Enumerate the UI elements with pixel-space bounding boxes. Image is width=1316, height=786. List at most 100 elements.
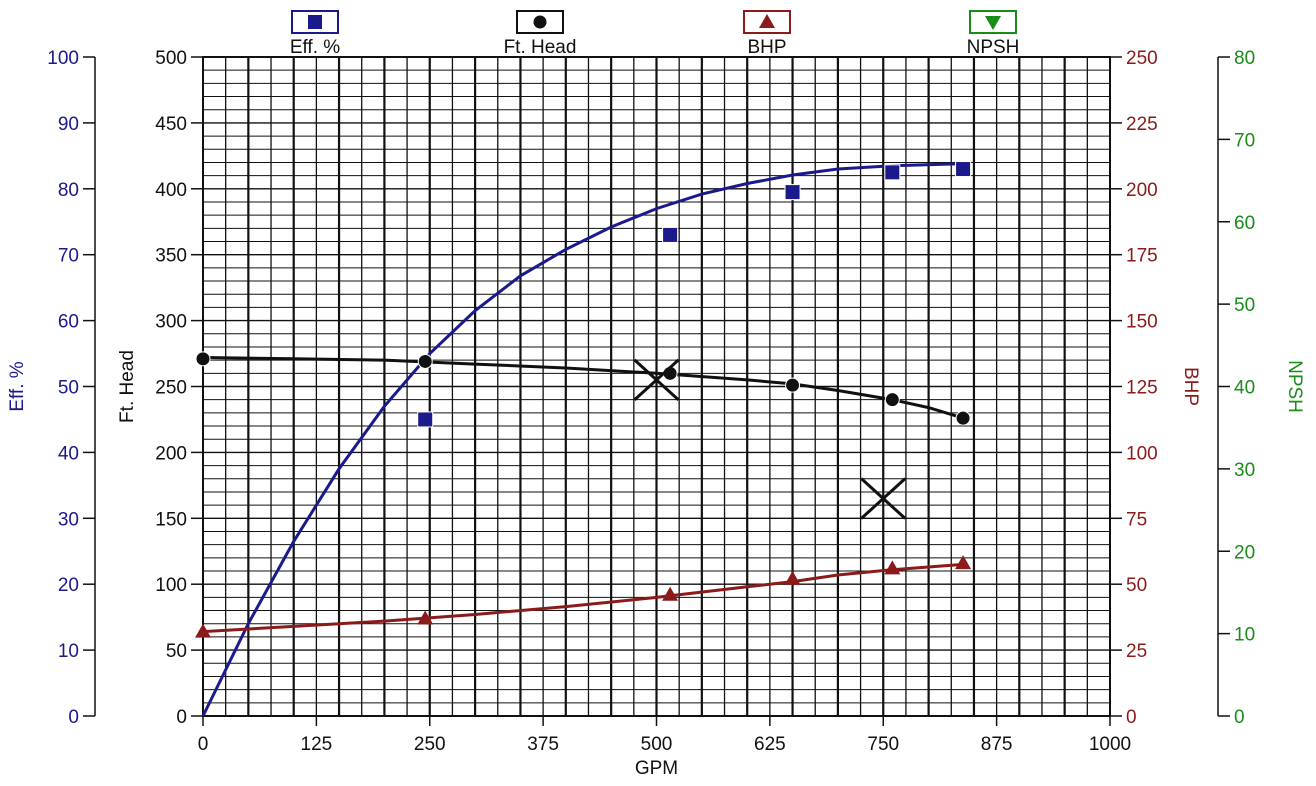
- tick-label-eff: 10: [58, 641, 79, 662]
- data-point-eff: [884, 164, 901, 181]
- x-mark-annotation: [633, 358, 680, 402]
- data-point-head: [195, 351, 211, 367]
- tick-label-head: 100: [155, 575, 187, 596]
- x-tick-label: 125: [301, 734, 333, 755]
- tick-label-head: 150: [155, 509, 187, 530]
- tick-label-eff: 50: [58, 378, 79, 399]
- x-tick-label: 625: [754, 734, 786, 755]
- data-point-eff: [662, 226, 679, 243]
- tick-label-npsh: 50: [1234, 295, 1255, 316]
- annotations: [633, 358, 907, 520]
- tick-label-npsh: 80: [1234, 48, 1255, 69]
- x-mark-stroke: [633, 358, 680, 402]
- legend-marker-head: [532, 14, 548, 30]
- legend: Eff. % Ft. Head BHP NPSH: [290, 10, 1020, 58]
- axis-title-bhp: BHP: [1180, 367, 1201, 406]
- data-point-eff: [417, 411, 434, 428]
- x-axis-title: GPM: [635, 758, 678, 779]
- legend-item-eff: Eff. %: [290, 10, 340, 58]
- tick-label-bhp: 25: [1126, 641, 1147, 662]
- legend-marker-bhp: [759, 14, 775, 28]
- x-tick-label: 875: [981, 734, 1013, 755]
- tick-label-eff: 40: [58, 443, 79, 464]
- tick-label-bhp: 125: [1126, 378, 1158, 399]
- tick-label-head: 350: [155, 246, 187, 267]
- tick-label-npsh: 70: [1234, 130, 1255, 151]
- data-point-bhp: [417, 610, 434, 625]
- tick-label-head: 0: [176, 707, 187, 728]
- axis-npsh: 0 10 20 30 40 50 60 70 80 NPSH: [1217, 48, 1305, 728]
- x-tick-label: 375: [527, 734, 559, 755]
- legend-item-npsh: NPSH: [967, 10, 1020, 58]
- data-point-bhp: [884, 560, 901, 575]
- tick-label-npsh: 60: [1234, 213, 1255, 234]
- data-point-head: [417, 353, 433, 369]
- x-mark-annotation: [860, 477, 907, 520]
- tick-label-bhp: 250: [1126, 48, 1158, 69]
- tick-label-npsh: 0: [1234, 707, 1245, 728]
- legend-label-bhp: BHP: [747, 37, 786, 58]
- legend-marker-eff: [307, 14, 323, 30]
- tick-label-head: 500: [155, 48, 187, 69]
- tick-label-eff: 0: [68, 707, 79, 728]
- tick-label-eff: 30: [58, 509, 79, 530]
- data-point-bhp: [195, 623, 211, 638]
- tick-label-npsh: 10: [1234, 625, 1255, 646]
- tick-label-eff: 90: [58, 114, 79, 135]
- data-point-head: [955, 410, 971, 426]
- series-head: [195, 351, 971, 426]
- legend-item-head: Ft. Head: [504, 10, 577, 58]
- tick-label-bhp: 225: [1126, 114, 1158, 135]
- axis-title-head: Ft. Head: [117, 350, 138, 423]
- series: [195, 161, 972, 717]
- tick-label-bhp: 75: [1126, 509, 1147, 530]
- legend-marker-npsh: [985, 16, 1001, 30]
- tick-label-head: 50: [166, 641, 187, 662]
- tick-label-npsh: 20: [1234, 542, 1255, 563]
- data-point-head: [785, 377, 801, 393]
- data-point-bhp: [662, 586, 679, 601]
- tick-label-eff: 60: [58, 312, 79, 333]
- series-bhp: [195, 555, 972, 638]
- tick-label-eff: 100: [47, 48, 79, 69]
- x-tick-label: 0: [198, 734, 209, 755]
- data-point-eff: [784, 184, 801, 201]
- tick-label-eff: 20: [58, 575, 79, 596]
- tick-label-bhp: 175: [1126, 246, 1158, 267]
- tick-label-eff: 70: [58, 246, 79, 267]
- legend-label-npsh: NPSH: [967, 37, 1020, 58]
- axis-title-eff: Eff. %: [7, 361, 28, 411]
- tick-label-bhp: 100: [1126, 443, 1158, 464]
- axis-bhp: 0 25 50 75 100 125 150 175 200 225 250 BHP: [1109, 48, 1201, 728]
- axis-x: 0 125 250 375 500 625 750 875 1000 GPM: [198, 716, 1131, 779]
- x-mark-stroke: [860, 477, 907, 520]
- tick-label-bhp: 150: [1126, 312, 1158, 333]
- tick-label-head: 450: [155, 114, 187, 135]
- tick-label-head: 400: [155, 180, 187, 201]
- legend-item-bhp: BHP: [743, 10, 791, 58]
- tick-label-eff: 80: [58, 180, 79, 201]
- series-line-eff: [201, 162, 961, 717]
- series-line-bhp: [202, 562, 964, 634]
- tick-label-npsh: 40: [1234, 378, 1255, 399]
- tick-label-bhp: 200: [1126, 180, 1158, 201]
- series-eff: [201, 161, 972, 717]
- tick-label-head: 300: [155, 312, 187, 333]
- tick-label-bhp: 50: [1126, 575, 1147, 596]
- legend-label-head: Ft. Head: [504, 37, 577, 58]
- data-point-head: [884, 392, 900, 408]
- tick-label-npsh: 30: [1234, 460, 1255, 481]
- x-tick-label: 250: [414, 734, 446, 755]
- data-point-eff: [955, 161, 972, 178]
- data-point-bhp: [784, 570, 801, 585]
- axis-title-npsh: NPSH: [1284, 360, 1305, 413]
- axis-eff: 0 10 20 30 40 50 60 70 80 90 100 Eff. %: [7, 48, 96, 728]
- tick-label-head: 200: [155, 443, 187, 464]
- legend-label-eff: Eff. %: [290, 37, 340, 58]
- axis-head: 0 50 100 150 200 250 300 350 400 450 500 Ft. Head: [117, 48, 204, 728]
- tick-label-bhp: 0: [1126, 707, 1137, 728]
- tick-label-head: 250: [155, 378, 187, 399]
